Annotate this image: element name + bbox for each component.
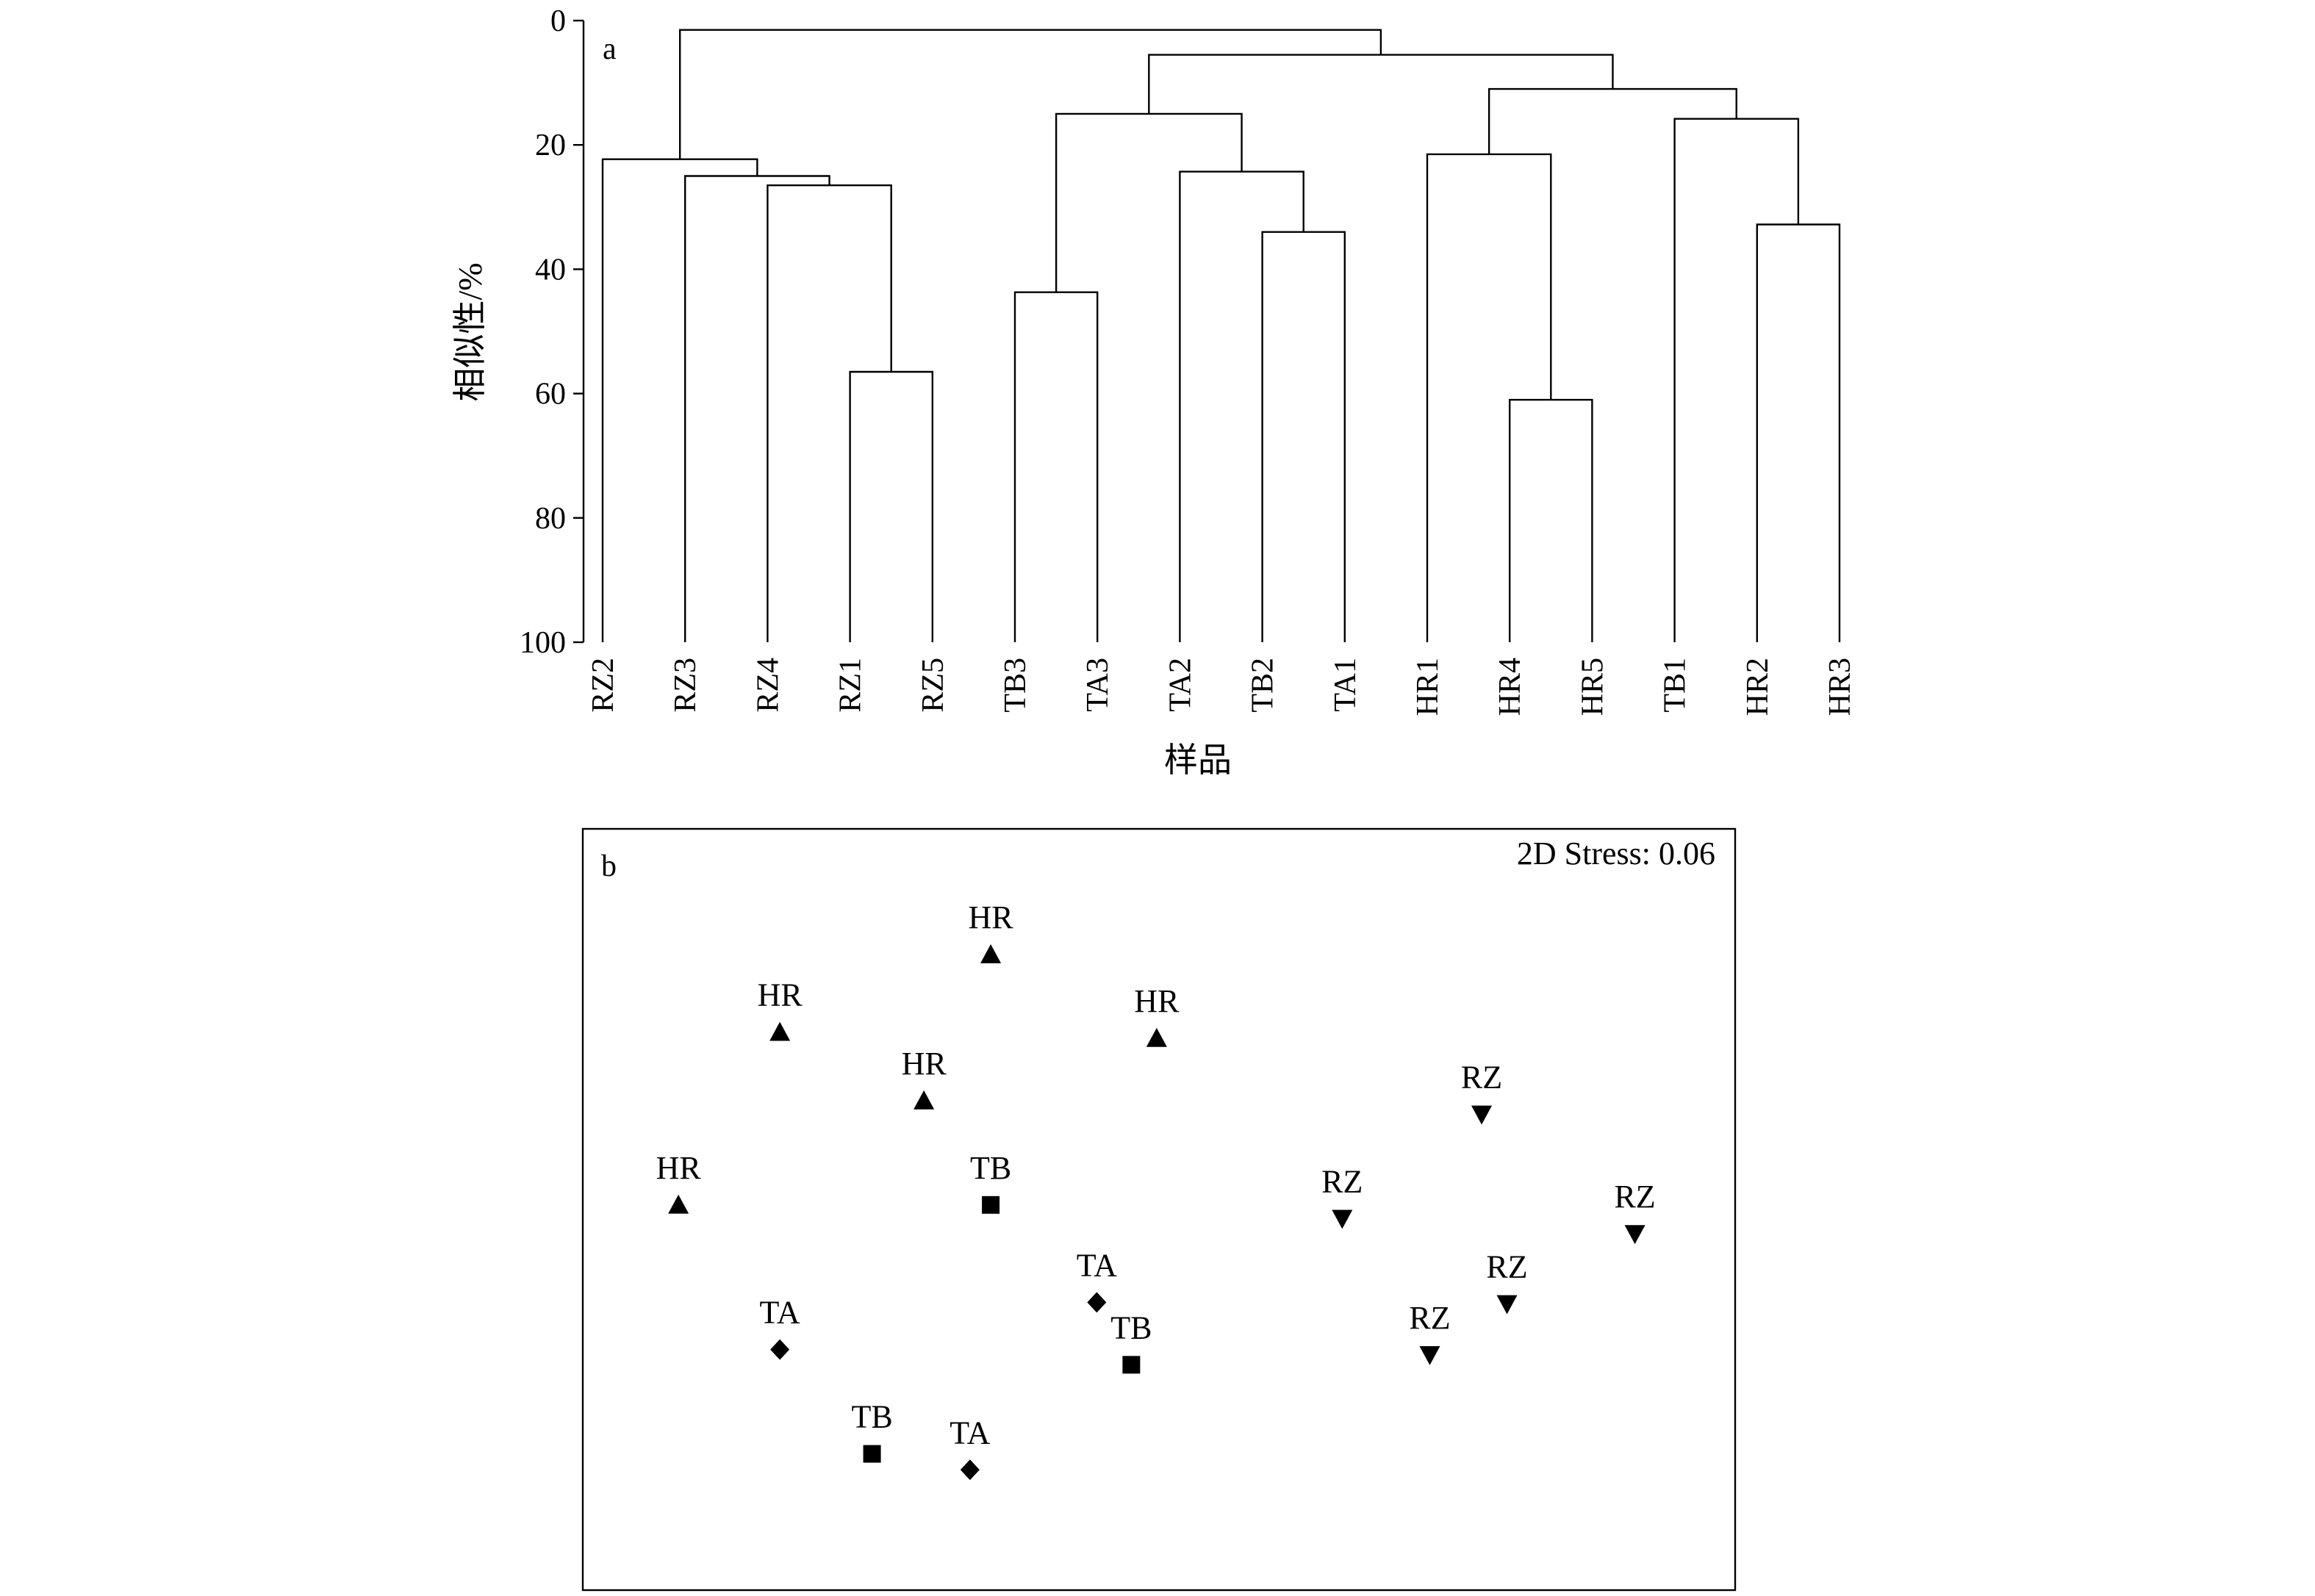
scatter-points: HR HR HR HR HR TB TA TB TA TB TA RZ RZ RZ RZ RZ bbox=[656, 899, 1656, 1481]
y-tick-label: 100 bbox=[520, 626, 566, 660]
point-label: TB bbox=[970, 1150, 1011, 1186]
nmds-panel: b 2D Stress: 0.06 HR HR HR HR HR TB TA TB TA TB TA… bbox=[581, 827, 1737, 1592]
triangle-up-marker bbox=[668, 1194, 689, 1214]
diamond-marker bbox=[1087, 1292, 1107, 1313]
point-label: RZ bbox=[1409, 1300, 1450, 1336]
leaf-label: TB2 bbox=[1246, 658, 1280, 713]
triangle-up-marker bbox=[914, 1090, 935, 1110]
triangle-down-marker bbox=[1332, 1209, 1353, 1229]
diamond-marker bbox=[770, 1339, 790, 1360]
point-label: HR bbox=[758, 977, 803, 1013]
triangle-up-marker bbox=[1146, 1027, 1167, 1047]
leaf-label: HR4 bbox=[1493, 658, 1527, 716]
dendrogram-link bbox=[1261, 231, 1346, 642]
triangle-up-marker bbox=[980, 943, 1002, 963]
plot-frame bbox=[581, 827, 1737, 1592]
leaf-label: RZ5 bbox=[916, 658, 950, 713]
point-label: HR bbox=[969, 899, 1014, 935]
dendrogram-panel: a 0 20 40 60 80 100 RZ2 RZ3 RZ4 RZ1 RZ5 TB3 TA3 TA2 T… bbox=[451, 4, 1857, 779]
dendrogram-link bbox=[684, 175, 830, 642]
dendrogram-link bbox=[849, 370, 934, 642]
stress-annotation: 2D Stress: 0.06 bbox=[1517, 835, 1715, 871]
dendrogram-link bbox=[1179, 170, 1304, 642]
dendrogram-link bbox=[1013, 291, 1099, 642]
dendrogram-link bbox=[601, 158, 758, 642]
triangle-down-marker bbox=[1419, 1345, 1440, 1365]
y-tick-label: 80 bbox=[535, 502, 566, 536]
point-label: TA bbox=[1077, 1247, 1117, 1283]
diamond-marker bbox=[960, 1459, 980, 1481]
leaf-label: TB1 bbox=[1659, 658, 1693, 713]
y-tick-label: 40 bbox=[535, 253, 566, 287]
leaf-label: TA2 bbox=[1163, 658, 1197, 712]
point-label: RZ bbox=[1614, 1179, 1655, 1215]
point-label: TB bbox=[1110, 1309, 1152, 1345]
point-label: HR bbox=[902, 1046, 947, 1082]
dendrogram-link bbox=[1508, 398, 1593, 642]
point-label: RZ bbox=[1486, 1248, 1527, 1284]
leaf-label: TA1 bbox=[1329, 658, 1363, 712]
dendrogram-link bbox=[1487, 87, 1737, 154]
y-tick-label: 20 bbox=[535, 129, 566, 162]
dendrogram-link bbox=[1148, 54, 1614, 114]
point-label: TA bbox=[760, 1295, 800, 1331]
point-label: TB bbox=[851, 1399, 892, 1435]
leaf-label: HR2 bbox=[1741, 658, 1775, 716]
leaf-label: TB3 bbox=[999, 658, 1033, 713]
panel-a-label: a bbox=[603, 32, 617, 66]
triangle-down-marker bbox=[1624, 1225, 1645, 1245]
panel-b-label: b bbox=[601, 849, 617, 883]
leaf-label: RZ3 bbox=[669, 658, 703, 713]
x-axis-title: 样品 bbox=[1164, 741, 1232, 779]
leaf-label: HR1 bbox=[1411, 658, 1445, 716]
dendrogram-link bbox=[678, 29, 1382, 159]
dendrogram-link bbox=[1756, 223, 1841, 642]
dendrogram-links bbox=[601, 29, 1841, 642]
leaf-label: TA3 bbox=[1081, 658, 1115, 712]
point-label: RZ bbox=[1461, 1060, 1502, 1096]
square-marker bbox=[863, 1445, 881, 1463]
point-label: HR bbox=[656, 1150, 702, 1186]
y-ticks: 0 20 40 60 80 100 bbox=[520, 4, 584, 660]
leaf-label: HR3 bbox=[1823, 658, 1857, 716]
triangle-down-marker bbox=[1496, 1295, 1518, 1315]
dendrogram-link bbox=[767, 184, 892, 642]
square-marker bbox=[982, 1196, 1000, 1214]
triangle-up-marker bbox=[769, 1021, 791, 1041]
dendrogram-link bbox=[1673, 118, 1800, 642]
leaf-label: RZ2 bbox=[586, 658, 620, 713]
triangle-down-marker bbox=[1471, 1105, 1493, 1125]
point-label: TA bbox=[950, 1415, 990, 1451]
y-tick-label: 0 bbox=[550, 4, 566, 38]
leaf-label: RZ4 bbox=[751, 658, 785, 713]
dendrogram-link bbox=[1055, 112, 1243, 292]
point-label: RZ bbox=[1321, 1163, 1363, 1199]
y-axis-title: 相似性/% bbox=[451, 262, 489, 401]
leaf-label: RZ1 bbox=[834, 658, 868, 713]
square-marker bbox=[1122, 1356, 1141, 1374]
dendrogram-link bbox=[1426, 153, 1552, 642]
leaf-label: HR5 bbox=[1576, 658, 1609, 716]
point-label: HR bbox=[1134, 983, 1180, 1019]
leaf-labels: RZ2 RZ3 RZ4 RZ1 RZ5 TB3 TA3 TA2 TB2 TA1 HR1 HR4 HR5 T… bbox=[586, 658, 1857, 716]
y-tick-label: 60 bbox=[535, 378, 566, 411]
